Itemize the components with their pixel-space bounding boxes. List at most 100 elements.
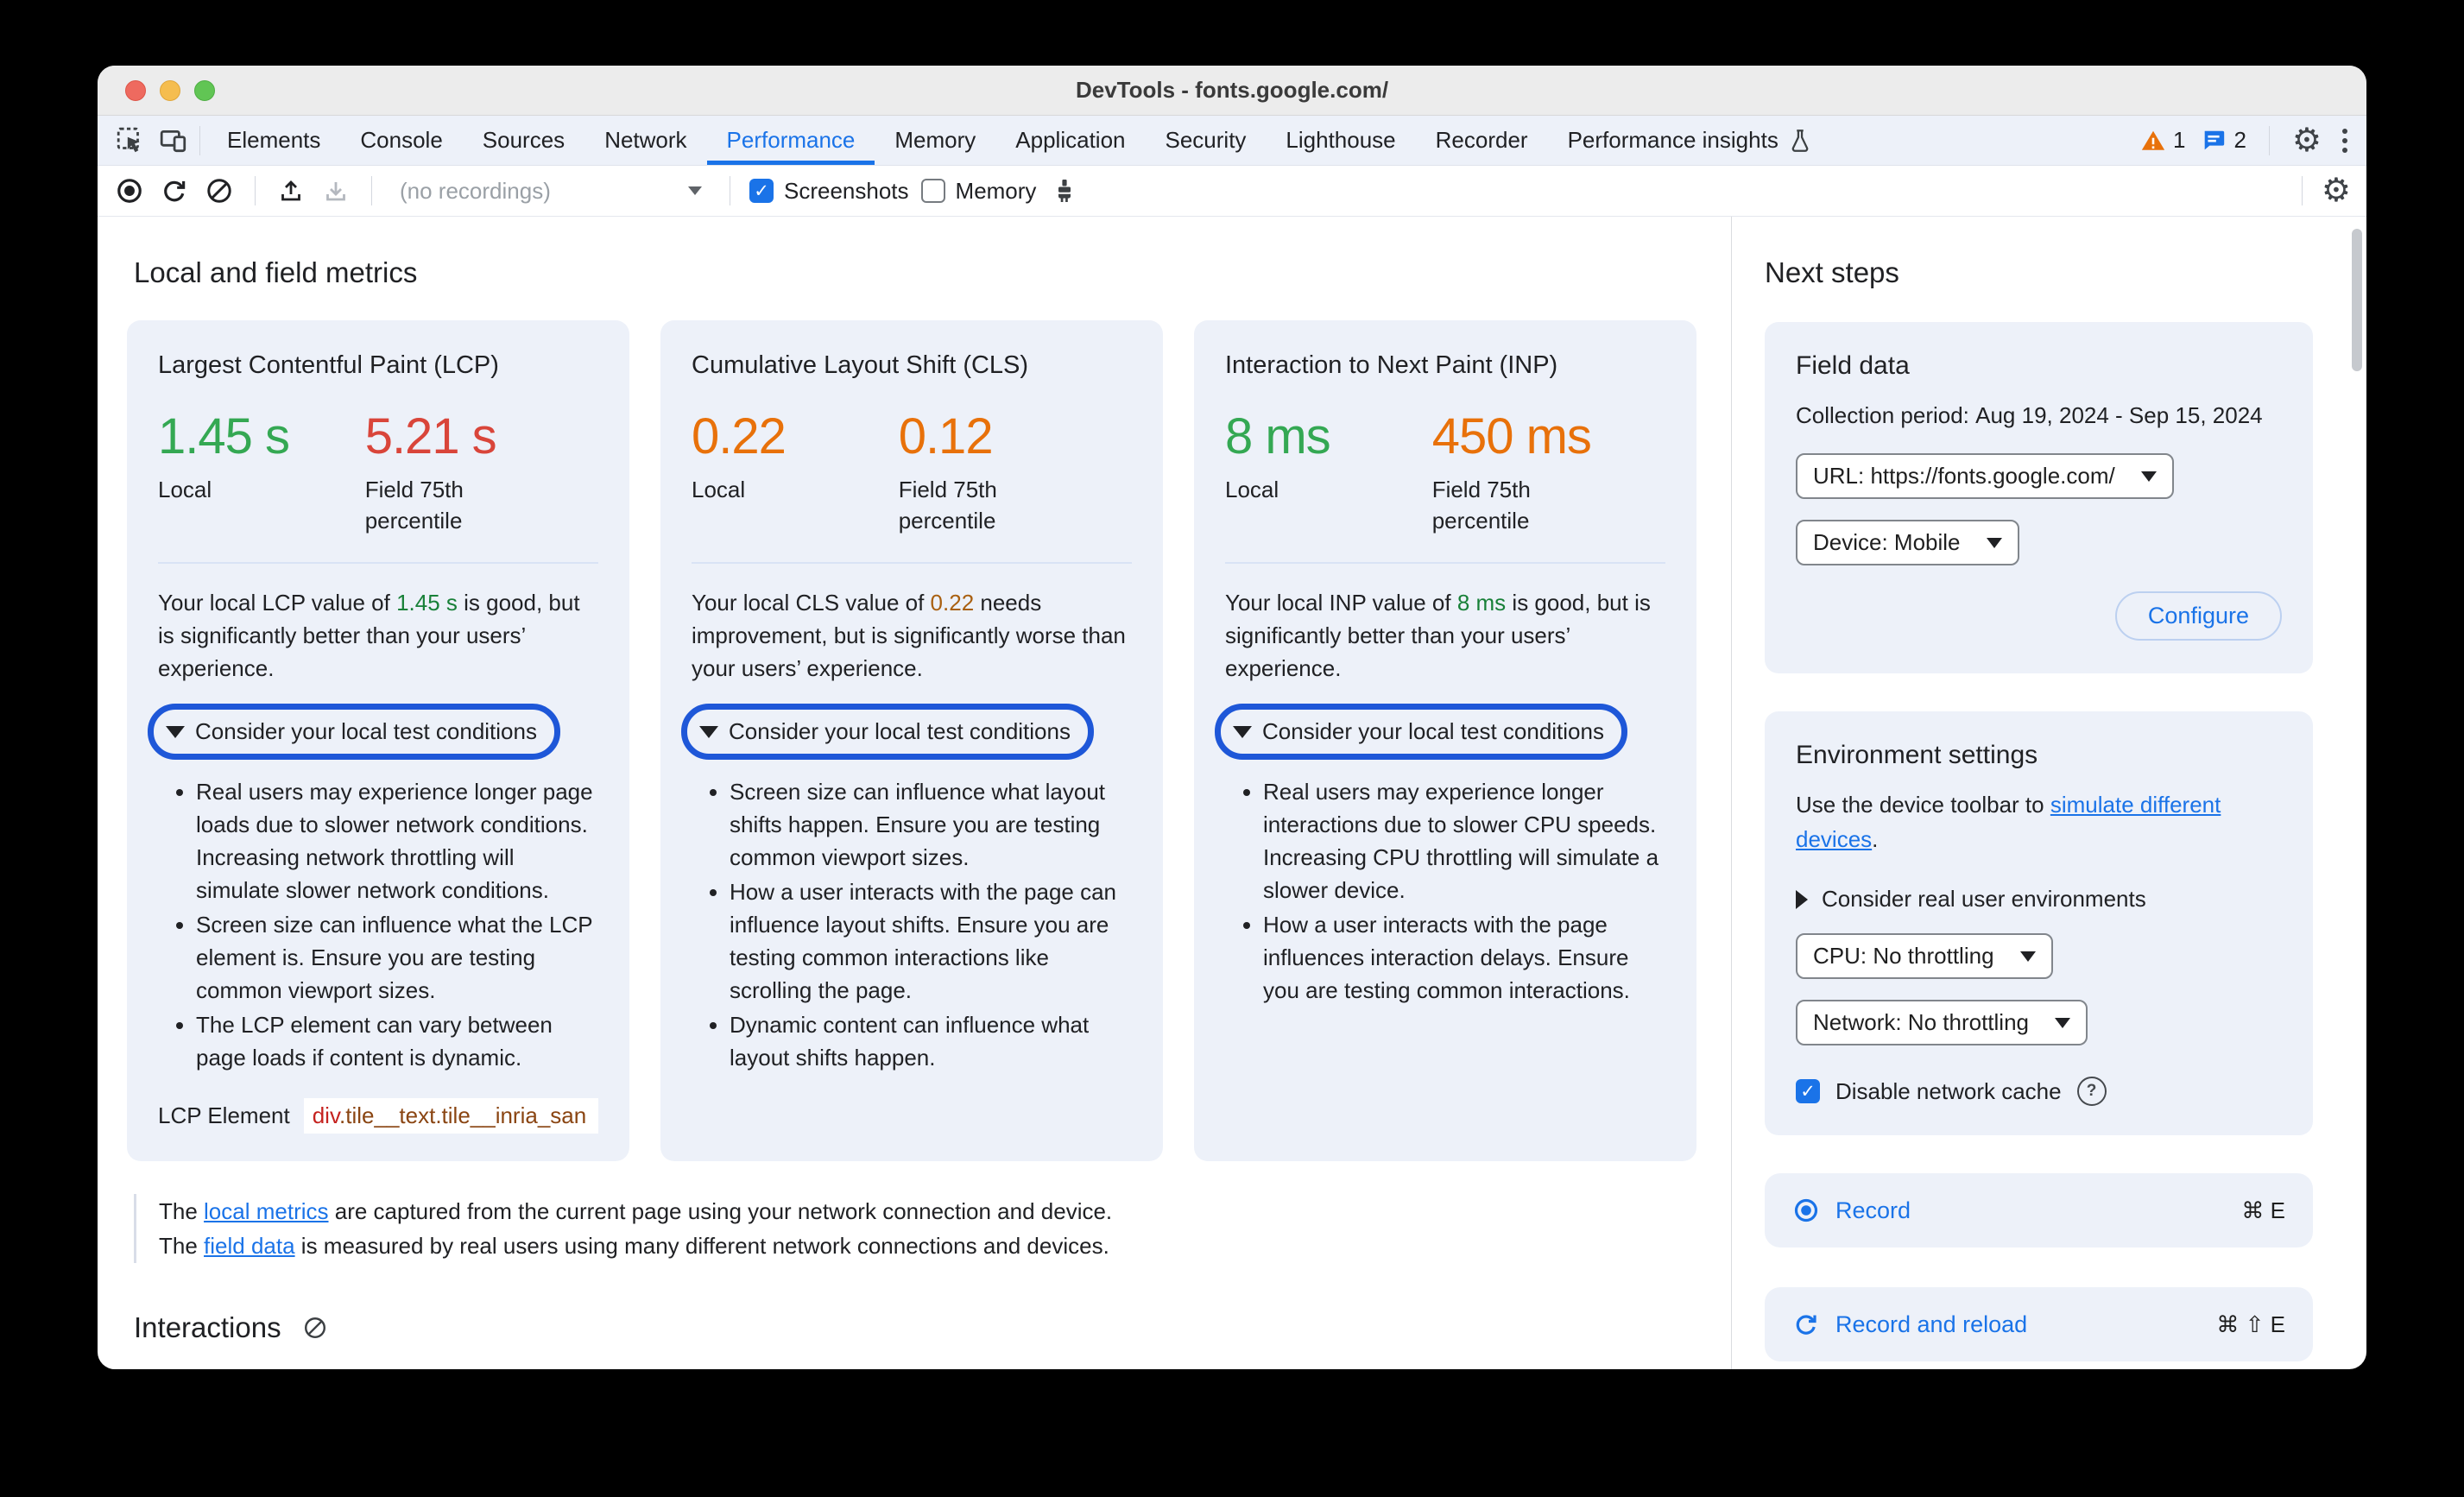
tab-elements[interactable]: Elements <box>227 127 321 153</box>
memory-checkbox-row[interactable]: Memory <box>920 177 1037 205</box>
tab-recorder[interactable]: Recorder <box>1435 127 1528 153</box>
cls-summary-value: 0.22 <box>930 590 975 616</box>
network-throttling-select[interactable]: Network: No throttling <box>1796 1000 2088 1045</box>
disable-cache-label: Disable network cache <box>1835 1077 2062 1104</box>
screenshots-checkbox[interactable]: ✓ <box>749 179 774 203</box>
cls-summary: Your local CLS value of 0.22 needs impro… <box>692 590 1126 681</box>
inp-field-metric: 450 ms Field 75th percentile <box>1432 407 1640 536</box>
inp-field-label: Field 75th percentile <box>1431 477 1531 534</box>
disclosure-open-icon <box>166 725 185 738</box>
clear-interactions-icon[interactable] <box>302 1315 328 1341</box>
close-window-button[interactable] <box>125 79 146 101</box>
download-profile-icon[interactable] <box>319 174 352 207</box>
upload-profile-icon[interactable] <box>275 174 307 207</box>
fullscreen-window-button[interactable] <box>194 79 215 101</box>
window-title: DevTools - fonts.google.com/ <box>1075 77 1389 103</box>
inp-local-metric: 8 ms Local <box>1225 407 1432 536</box>
cls-test-conditions-disclosure[interactable]: Consider your local test conditions <box>681 704 1094 760</box>
metrics-footnote: The local metrics are captured from the … <box>134 1194 1696 1263</box>
dropdown-arrow-icon <box>2054 1017 2070 1028</box>
dropdown-arrow-icon <box>2140 471 2157 482</box>
collection-period: Collection period: Aug 19, 2024 - Sep 15… <box>1796 402 2263 428</box>
record-and-reload-icon[interactable] <box>158 174 191 207</box>
record-button[interactable]: Record ⌘ E <box>1765 1173 2313 1248</box>
help-icon[interactable]: ? <box>2076 1077 2107 1106</box>
cls-card-title: Cumulative Layout Shift (CLS) <box>692 351 1029 379</box>
dropdown-arrow-icon <box>688 186 702 195</box>
collect-garbage-icon[interactable] <box>1048 174 1081 207</box>
tab-memory[interactable]: Memory <box>894 127 976 153</box>
page-title: Local and field metrics <box>134 256 418 288</box>
disable-cache-row[interactable]: ✓ Disable network cache ? <box>1796 1077 2282 1106</box>
tab-performance-insights[interactable]: Performance insights <box>1548 116 1833 165</box>
tab-lighthouse[interactable]: Lighthouse <box>1286 127 1396 153</box>
record-icon[interactable] <box>113 174 146 207</box>
record-and-reload-button[interactable]: Record and reload ⌘ ⇧ E <box>1765 1287 2313 1361</box>
inspect-element-icon[interactable] <box>111 122 149 160</box>
url-select[interactable]: URL: https://fonts.google.com/ <box>1796 453 2174 499</box>
window-titlebar: DevTools - fonts.google.com/ <box>98 66 2366 116</box>
configure-button[interactable]: Configure <box>2114 591 2282 641</box>
tab-network[interactable]: Network <box>604 127 687 153</box>
local-field-metrics-view: Local and field metrics Largest Contentf… <box>98 217 1731 1369</box>
lcp-card: Largest Contentful Paint (LCP) 1.45 s Lo… <box>127 320 629 1161</box>
list-item: Real users may experience longer interac… <box>1263 775 1665 906</box>
lcp-tips-list: Real users may experience longer page lo… <box>158 775 598 1076</box>
screenshots-checkbox-row[interactable]: ✓ Screenshots <box>749 178 909 205</box>
record-label: Record <box>1835 1197 1911 1223</box>
issues-badge[interactable]: 2 <box>2201 127 2246 154</box>
inp-card: Interaction to Next Paint (INP) 8 ms Loc… <box>1194 320 1696 1161</box>
device-toolbar-icon[interactable] <box>155 122 193 160</box>
settings-gear-icon[interactable]: ⚙ <box>2291 122 2322 159</box>
field-data-title: Field data <box>1796 351 1910 380</box>
memory-label: Memory <box>955 177 1037 204</box>
divider <box>2301 176 2303 205</box>
cls-field-value: 0.12 <box>898 408 994 464</box>
screenshots-label: Screenshots <box>784 177 909 204</box>
divider <box>371 176 372 205</box>
minimize-window-button[interactable] <box>160 79 180 101</box>
warning-count: 1 <box>2172 127 2186 153</box>
list-item: Real users may experience longer page lo… <box>196 775 598 906</box>
lcp-test-conditions-disclosure[interactable]: Consider your local test conditions <box>148 704 560 760</box>
lcp-element-link[interactable]: div.tile__text.tile__inria_san <box>303 1098 598 1134</box>
lcp-summary: Your local LCP value of 1.45 s is good, … <box>158 590 580 681</box>
inp-card-title: Interaction to Next Paint (INP) <box>1225 351 1558 379</box>
clear-recordings-icon[interactable] <box>203 174 236 207</box>
tab-console[interactable]: Console <box>360 127 443 153</box>
disable-cache-checkbox[interactable]: ✓ <box>1796 1079 1820 1103</box>
tab-application[interactable]: Application <box>1015 127 1126 153</box>
inp-test-conditions-disclosure[interactable]: Consider your local test conditions <box>1215 704 1627 760</box>
recordings-select[interactable]: (no recordings) <box>391 178 711 205</box>
memory-checkbox[interactable] <box>920 179 945 203</box>
inp-field-value: 450 ms <box>1431 408 1592 464</box>
device-select[interactable]: Device: Mobile <box>1796 520 2019 565</box>
performance-toolbar: (no recordings) ✓ Screenshots Memory ⚙ <box>98 166 2366 217</box>
environment-description: Use the device toolbar to simulate diffe… <box>1796 792 2221 852</box>
list-item: Dynamic content can influence what layou… <box>730 1008 1132 1074</box>
tab-security[interactable]: Security <box>1165 127 1247 153</box>
local-metrics-link[interactable]: local metrics <box>204 1198 329 1224</box>
warnings-badge[interactable]: 1 <box>2140 127 2185 154</box>
divider <box>692 562 1132 564</box>
simulate-devices-link[interactable]: simulate different devices <box>1796 792 2221 852</box>
issue-count: 2 <box>2233 127 2246 153</box>
field-data-link[interactable]: field data <box>204 1233 295 1259</box>
list-item: How a user interacts with the page can i… <box>730 875 1132 1007</box>
kebab-menu-icon[interactable] <box>2337 123 2353 158</box>
cpu-throttling-select[interactable]: CPU: No throttling <box>1796 933 2053 979</box>
tab-sources[interactable]: Sources <box>482 127 565 153</box>
cls-local-value: 0.22 <box>692 408 787 464</box>
lcp-element-row: LCP Element div.tile__text.tile__inria_s… <box>158 1076 598 1134</box>
next-steps-sidebar: Next steps Field data Collection period:… <box>1731 217 2366 1369</box>
divider <box>255 176 256 205</box>
reload-icon <box>1792 1311 1820 1338</box>
divider <box>1225 562 1665 564</box>
scrollbar-thumb[interactable] <box>2352 229 2362 371</box>
message-icon <box>2201 128 2227 154</box>
real-user-environments-disclosure[interactable]: Consider real user environments <box>1796 886 2282 913</box>
lcp-field-value: 5.21 s <box>364 408 497 464</box>
dropdown-arrow-icon <box>1986 537 2002 548</box>
tab-performance[interactable]: Performance <box>706 116 875 165</box>
capture-settings-gear-icon[interactable]: ⚙ <box>2321 173 2351 209</box>
